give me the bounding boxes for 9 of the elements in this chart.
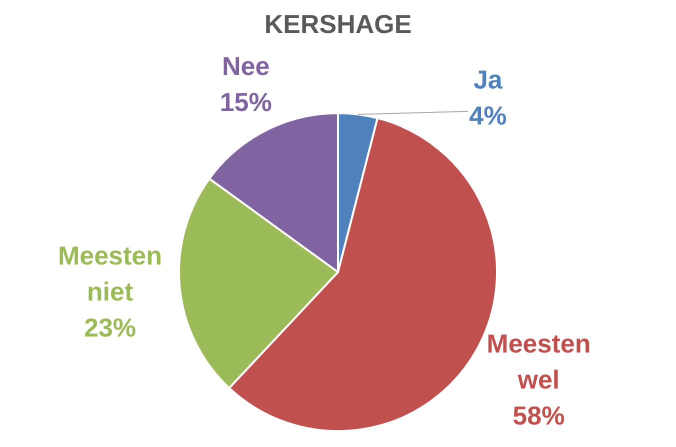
- slice-label: Nee: [222, 51, 270, 82]
- chart-title: KERSHAGE: [264, 8, 412, 39]
- data-label: 58%: [512, 400, 565, 431]
- data-label: 23%: [84, 312, 136, 343]
- slice-label: Ja: [473, 64, 503, 95]
- data-label: 15%: [220, 87, 272, 118]
- data-label: 4%: [469, 100, 507, 131]
- slice-label: Meesten niet: [58, 240, 162, 307]
- slice-label: Meesten wel: [486, 328, 591, 395]
